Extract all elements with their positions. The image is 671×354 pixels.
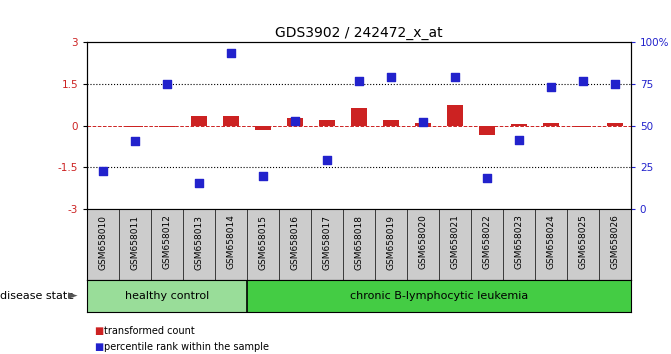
Text: GSM658018: GSM658018 [354, 215, 364, 269]
Text: GSM658019: GSM658019 [386, 215, 395, 269]
Point [225, 50, 236, 56]
Text: transformed count: transformed count [104, 326, 195, 336]
Text: GSM658026: GSM658026 [610, 215, 619, 269]
Point [321, 157, 332, 162]
Point [290, 118, 301, 124]
Text: GSM658022: GSM658022 [482, 215, 491, 269]
Text: GSM658016: GSM658016 [291, 215, 299, 269]
Bar [159, 126, 175, 127]
Point [417, 119, 428, 124]
Point [98, 168, 109, 173]
Point [482, 175, 493, 181]
Bar [127, 126, 143, 127]
Point [578, 78, 588, 84]
Point [130, 138, 140, 144]
Bar [287, 118, 303, 126]
Text: GSM658017: GSM658017 [323, 215, 331, 269]
Text: ■: ■ [94, 342, 103, 352]
Text: chronic B-lymphocytic leukemia: chronic B-lymphocytic leukemia [350, 291, 528, 301]
Bar [607, 123, 623, 126]
Point [258, 173, 268, 178]
Text: GSM658023: GSM658023 [515, 215, 523, 269]
Text: healthy control: healthy control [125, 291, 209, 301]
Point [450, 74, 460, 80]
Bar [575, 126, 590, 127]
Text: GSM658025: GSM658025 [578, 215, 587, 269]
Text: GSM658014: GSM658014 [227, 215, 236, 269]
Bar [191, 116, 207, 126]
Text: GSM658012: GSM658012 [162, 215, 172, 269]
Text: GSM658010: GSM658010 [99, 215, 108, 269]
Bar [543, 123, 559, 126]
Point [386, 74, 397, 80]
Bar [247, 280, 631, 312]
Text: GSM658011: GSM658011 [131, 215, 140, 269]
Bar [351, 108, 367, 126]
Bar [447, 105, 463, 126]
Bar [511, 124, 527, 126]
Text: GSM658013: GSM658013 [195, 215, 203, 269]
Point [194, 180, 205, 185]
Text: ■: ■ [94, 326, 103, 336]
Title: GDS3902 / 242472_x_at: GDS3902 / 242472_x_at [275, 26, 443, 40]
Bar [479, 126, 495, 135]
Bar [383, 120, 399, 126]
Text: disease state: disease state [0, 291, 74, 301]
Point [354, 78, 364, 84]
Text: GSM658021: GSM658021 [450, 215, 460, 269]
Bar [319, 120, 335, 126]
Text: GSM658024: GSM658024 [546, 215, 556, 269]
Bar [415, 124, 431, 126]
Point [513, 137, 524, 142]
Point [162, 81, 172, 87]
Text: GSM658015: GSM658015 [258, 215, 268, 269]
Text: ►: ► [68, 289, 77, 302]
Point [609, 81, 620, 87]
Bar [255, 126, 271, 130]
Bar [87, 280, 247, 312]
Text: percentile rank within the sample: percentile rank within the sample [104, 342, 269, 352]
Point [546, 85, 556, 90]
Bar [223, 116, 239, 126]
Text: GSM658020: GSM658020 [419, 215, 427, 269]
